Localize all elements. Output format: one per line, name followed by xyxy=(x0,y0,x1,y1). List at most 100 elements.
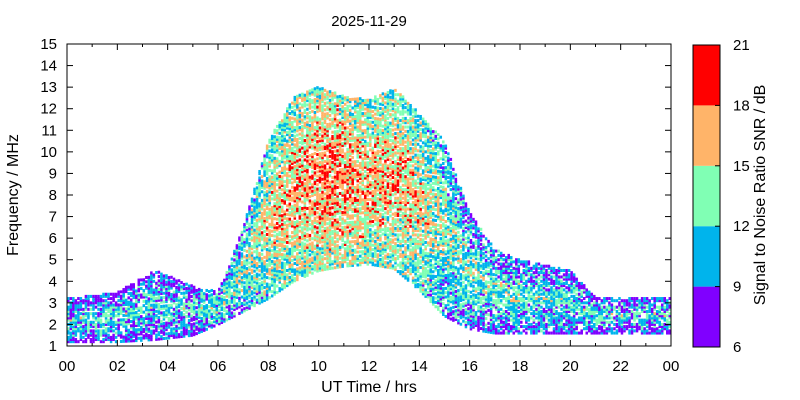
snr-point xyxy=(328,165,332,169)
snr-point xyxy=(311,258,314,262)
snr-point xyxy=(228,282,231,286)
snr-point xyxy=(348,136,352,140)
snr-point xyxy=(364,206,367,210)
snr-point xyxy=(313,266,317,270)
snr-point xyxy=(328,245,332,249)
snr-point xyxy=(182,302,186,306)
snr-point xyxy=(258,195,261,199)
snr-point xyxy=(280,136,284,140)
snr-point xyxy=(218,302,221,306)
snr-point xyxy=(69,327,73,331)
snr-point xyxy=(291,138,294,142)
snr-point xyxy=(260,244,264,248)
snr-point xyxy=(316,194,319,198)
snr-point xyxy=(228,304,231,308)
snr-point xyxy=(296,155,299,159)
snr-point xyxy=(288,118,292,122)
snr-point xyxy=(318,126,322,130)
snr-point xyxy=(286,212,289,216)
snr-point xyxy=(313,134,317,138)
snr-point xyxy=(225,283,229,287)
snr-point xyxy=(358,105,362,109)
snr-point xyxy=(92,312,95,316)
snr-point xyxy=(291,110,294,114)
snr-point xyxy=(358,164,362,168)
snr-point xyxy=(356,259,359,263)
snr-point xyxy=(338,148,342,152)
snr-point xyxy=(84,338,88,342)
snr-point xyxy=(303,98,307,102)
snr-point xyxy=(381,174,385,178)
snr-point xyxy=(369,239,372,243)
snr-point xyxy=(374,138,377,142)
snr-point xyxy=(288,122,292,126)
snr-point xyxy=(326,135,329,139)
snr-point xyxy=(318,176,322,180)
snr-point xyxy=(260,166,264,170)
snr-point xyxy=(258,182,261,186)
snr-point xyxy=(298,251,302,255)
snr-point xyxy=(140,287,143,291)
snr-point xyxy=(326,198,329,202)
snr-point xyxy=(298,175,302,179)
snr-point xyxy=(356,153,359,157)
snr-point xyxy=(316,165,319,169)
snr-point xyxy=(303,203,307,207)
snr-point xyxy=(119,335,123,339)
snr-point xyxy=(243,259,246,263)
snr-point xyxy=(293,171,297,175)
snr-point xyxy=(87,329,90,333)
snr-point xyxy=(391,212,395,216)
snr-point xyxy=(258,239,261,243)
snr-point xyxy=(180,306,183,310)
snr-point xyxy=(358,222,362,226)
snr-point xyxy=(280,155,284,159)
snr-point xyxy=(69,316,73,320)
snr-point xyxy=(253,228,256,232)
snr-point xyxy=(316,252,319,256)
snr-point xyxy=(384,194,387,198)
snr-point xyxy=(323,103,327,107)
snr-point xyxy=(296,263,299,267)
snr-point xyxy=(283,229,286,233)
snr-point xyxy=(230,294,234,298)
snr-point xyxy=(142,330,146,334)
snr-point xyxy=(200,325,203,329)
snr-point xyxy=(328,232,332,236)
snr-point xyxy=(366,167,370,171)
snr-point xyxy=(306,189,309,193)
snr-point xyxy=(293,223,297,227)
snr-point xyxy=(356,168,359,172)
snr-point xyxy=(379,249,382,253)
snr-point xyxy=(69,325,73,329)
snr-point xyxy=(250,201,254,205)
snr-point xyxy=(376,141,380,145)
snr-point xyxy=(296,144,299,148)
snr-point xyxy=(248,244,251,248)
snr-point xyxy=(389,199,392,203)
snr-point xyxy=(250,227,254,231)
snr-point xyxy=(391,91,395,95)
snr-point xyxy=(391,227,395,231)
snr-point xyxy=(371,174,375,178)
snr-point xyxy=(311,116,314,120)
snr-point xyxy=(301,230,304,234)
snr-point xyxy=(376,158,380,162)
snr-point xyxy=(364,258,367,262)
snr-point xyxy=(306,90,309,94)
snr-point xyxy=(376,100,380,104)
snr-point xyxy=(374,203,377,207)
snr-point xyxy=(253,235,256,239)
snr-point xyxy=(353,106,357,110)
snr-point xyxy=(288,111,292,115)
snr-point xyxy=(145,336,148,340)
snr-point xyxy=(268,261,271,265)
snr-point xyxy=(278,125,281,129)
snr-point xyxy=(386,265,390,269)
snr-point xyxy=(318,186,322,190)
snr-point xyxy=(104,320,108,324)
snr-point xyxy=(313,89,317,93)
snr-point xyxy=(293,240,297,244)
snr-point xyxy=(366,223,370,227)
snr-point xyxy=(147,282,151,286)
